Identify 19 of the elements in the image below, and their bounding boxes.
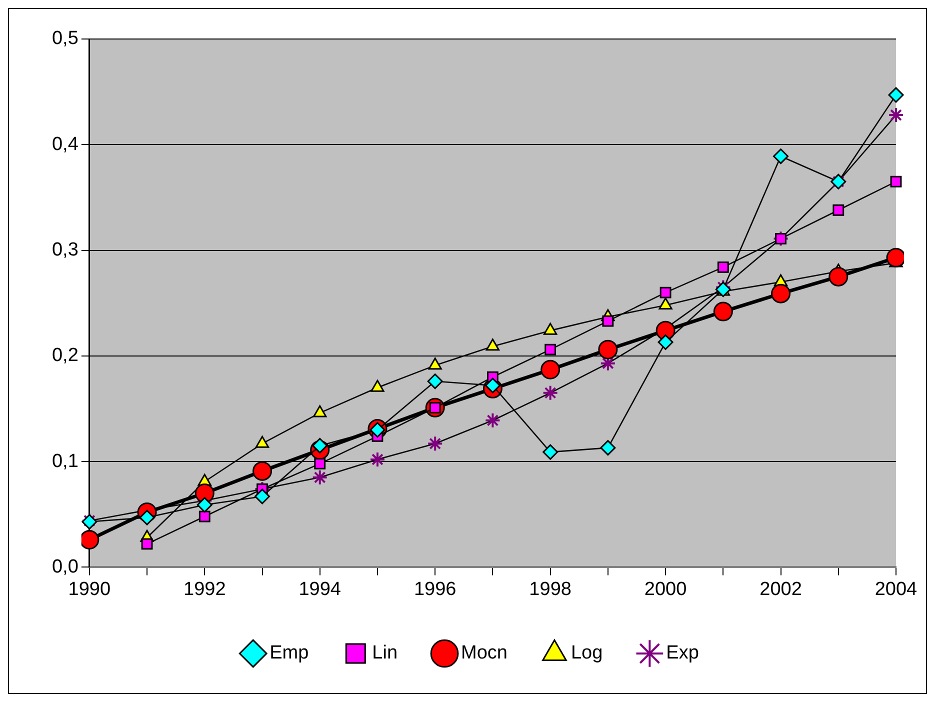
legend-label: Emp <box>270 642 309 664</box>
x-tick-label: 1994 <box>298 578 342 600</box>
legend-label: Log <box>570 642 603 664</box>
legend-label: Exp <box>666 642 699 664</box>
x-tick-label: 1998 <box>529 578 572 600</box>
x-tick-label: 2004 <box>874 578 918 600</box>
y-tick-label: 0,5 <box>52 28 78 50</box>
x-tick-label: 1992 <box>184 578 226 600</box>
x-tick-label: 1996 <box>414 578 456 600</box>
legend-label: Lin <box>372 642 398 664</box>
y-tick-label: 0,1 <box>52 450 78 472</box>
x-tick-label: 1990 <box>68 578 111 600</box>
y-tick-label: 0,3 <box>52 240 78 261</box>
x-tick-label: 2000 <box>644 578 687 600</box>
y-tick-label: 0,0 <box>52 556 78 578</box>
x-tick-label: 2002 <box>760 578 802 600</box>
y-tick-label: 0,4 <box>52 134 79 155</box>
y-tick-label: 0,2 <box>52 345 78 366</box>
legend-label: Mocn <box>461 642 508 664</box>
